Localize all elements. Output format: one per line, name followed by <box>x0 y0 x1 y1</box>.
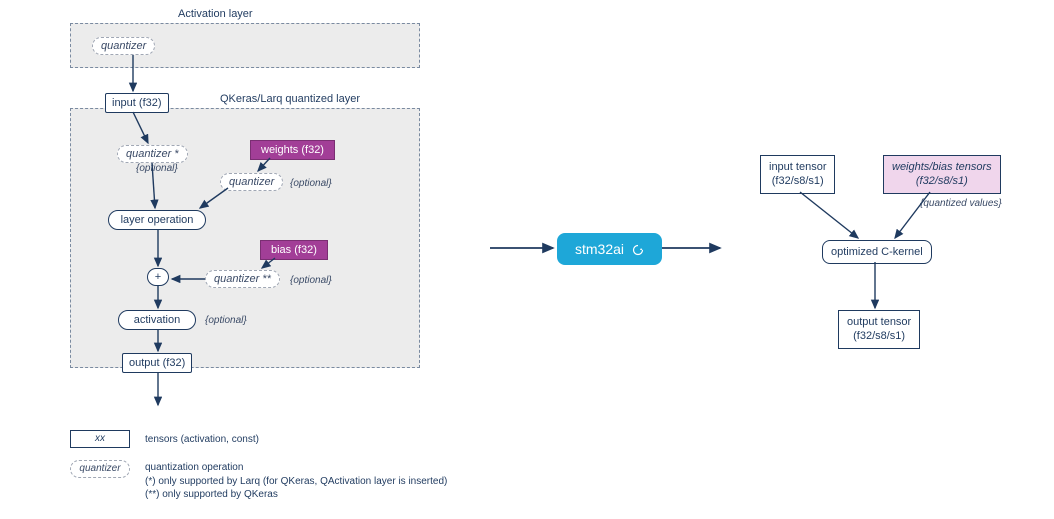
right-input-tensor-l2: (f32/s8/s1) <box>772 175 824 187</box>
layer-operation-node: layer operation <box>108 210 206 230</box>
quantizer-dstar: quantizer ** <box>205 270 280 288</box>
stm32ai-node: stm32ai <box>557 233 662 265</box>
legend-tensor-box: xx <box>70 430 130 448</box>
plus-node: + <box>147 268 169 286</box>
quantizer-top: quantizer <box>92 37 155 55</box>
right-kernel: optimized C-kernel <box>822 240 932 264</box>
legend-q-desc-l3: (**) only supported by QKeras <box>145 489 278 500</box>
output-node: output (f32) <box>122 353 192 373</box>
activation-layer-label: Activation layer <box>178 8 253 20</box>
activation-optional: {optional} <box>205 315 247 326</box>
right-output-tensor: output tensor (f32/s8/s1) <box>838 310 920 349</box>
stm32ai-label: stm32ai <box>575 241 624 257</box>
right-weights-tensor-l1: weights/bias tensors <box>892 161 992 173</box>
quantized-layer-label: QKeras/Larq quantized layer <box>220 93 360 105</box>
right-input-tensor: input tensor (f32/s8/s1) <box>760 155 835 194</box>
right-input-tensor-l1: input tensor <box>769 161 826 173</box>
right-weights-tensor: weights/bias tensors (f32/s8/s1) <box>883 155 1001 194</box>
diagram-canvas: Activation layer quantizer QKeras/Larq q… <box>0 0 1054 519</box>
quantizer-star-optional: {optional} <box>136 163 178 174</box>
legend-q-desc-l1: quantization operation <box>145 462 243 473</box>
quantizer-dstar-optional: {optional} <box>290 275 332 286</box>
activation-node: activation <box>118 310 196 330</box>
quantizer-star: quantizer * <box>117 145 188 163</box>
right-output-tensor-l2: (f32/s8/s1) <box>853 330 905 342</box>
right-quantized-values: {quantized values} <box>920 198 1002 209</box>
legend-quantizer-box: quantizer <box>70 460 130 478</box>
quantizer-weights: quantizer <box>220 173 283 191</box>
weights-node: weights (f32) <box>250 140 335 160</box>
quantizer-weights-optional: {optional} <box>290 178 332 189</box>
legend-q-desc-l2: (*) only supported by Larq (for QKeras, … <box>145 476 447 487</box>
right-output-tensor-l1: output tensor <box>847 316 911 328</box>
legend-quantizer-desc: quantization operation (*) only supporte… <box>145 461 447 502</box>
bias-node: bias (f32) <box>260 240 328 260</box>
right-weights-tensor-l2: (f32/s8/s1) <box>916 175 968 187</box>
refresh-icon <box>632 244 644 256</box>
legend-tensor-desc: tensors (activation, const) <box>145 433 259 447</box>
input-node: input (f32) <box>105 93 169 113</box>
